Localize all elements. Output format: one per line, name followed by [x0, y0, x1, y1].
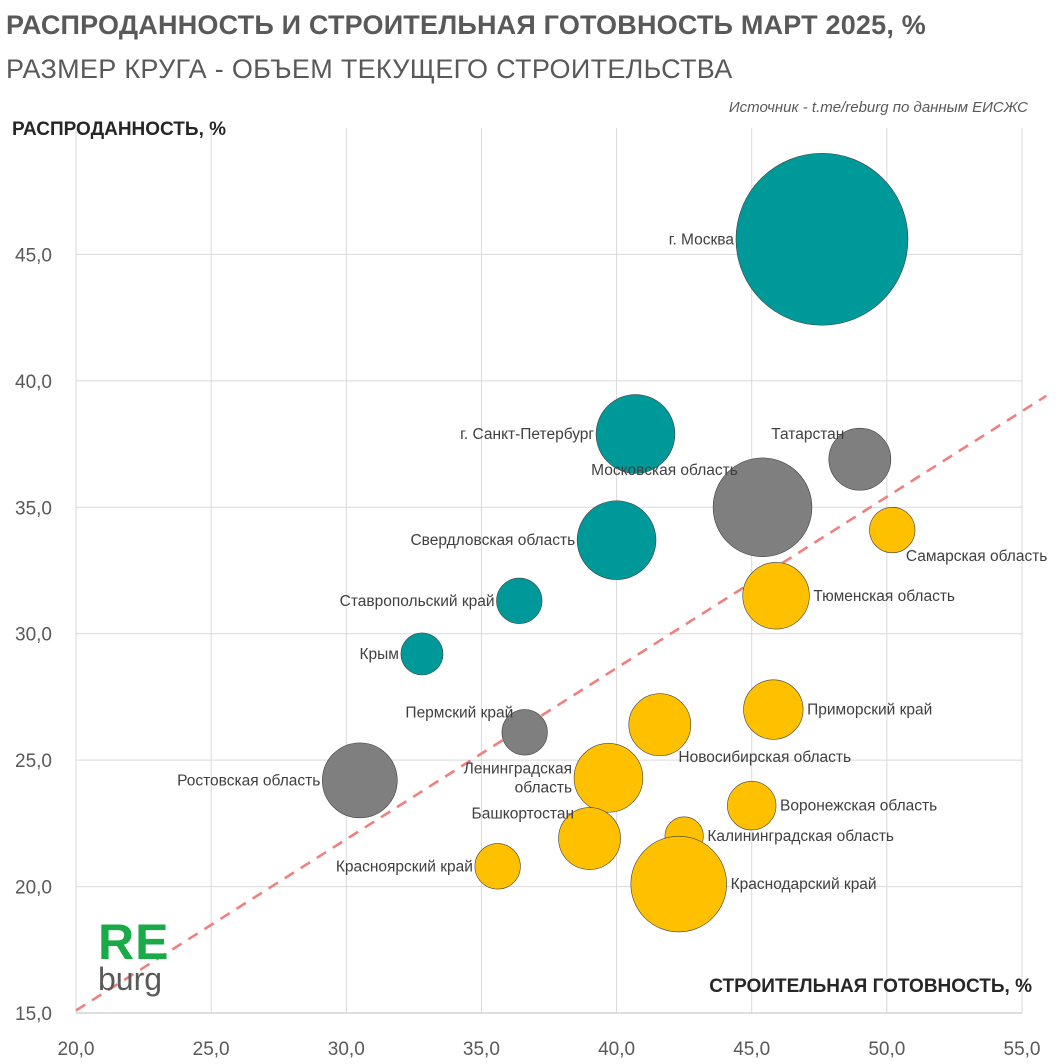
- bubble-label: Краснодарский край: [731, 876, 877, 893]
- bubble-label: Крым: [359, 646, 398, 663]
- bubble: [742, 562, 810, 630]
- x-tick-label: 35,0: [463, 1039, 500, 1060]
- logo-burg-text: burg: [98, 961, 163, 997]
- y-axis-label: РАСПРОДАННОСТЬ, %: [12, 119, 227, 140]
- bubble-label: Ленинградская: [464, 760, 572, 777]
- bubble-label: Ростовская область: [177, 772, 320, 789]
- bubble: [727, 781, 777, 831]
- y-tick-label: 45,0: [15, 245, 52, 266]
- bubble-label: г. Москва: [669, 231, 735, 248]
- bubble: [558, 807, 621, 870]
- axis-ticks: 20,0 25,0 30,0 35,0 40,0 45,0 50,0 55,0 15,0 20,0…: [15, 245, 1040, 1060]
- bubble: [828, 427, 892, 491]
- bubble-label: область: [515, 779, 572, 796]
- bubble-labels-group: г. Москва г. Санкт-Петербург Татарстан Моск…: [177, 231, 1047, 893]
- x-tick-label: 30,0: [328, 1039, 365, 1060]
- trendline: [75, 394, 1048, 1012]
- y-tick-label: 35,0: [15, 498, 52, 519]
- bubble: [474, 843, 521, 890]
- bubble-label: Ставропольский край: [340, 593, 495, 610]
- bubble: [501, 709, 548, 756]
- x-tick-label: 40,0: [598, 1039, 635, 1060]
- bubble: [628, 693, 692, 757]
- bubble: [735, 152, 909, 326]
- bubble: [869, 506, 916, 554]
- bubble-label: Башкортостан: [472, 805, 574, 822]
- bubble-label: Воронежская область: [780, 798, 937, 815]
- x-tick-label: 20,0: [58, 1039, 95, 1060]
- bubble-label: Приморский край: [807, 702, 932, 719]
- bubble-label: Татарстан: [771, 426, 844, 443]
- bubble: [630, 835, 727, 933]
- bubble: [573, 743, 644, 813]
- bubble: [496, 577, 543, 624]
- source-note: Источник - t.me/reburg по данным ЕИСЖС: [728, 99, 1028, 116]
- bubble-label: Свердловская область: [410, 532, 575, 549]
- chart-subtitle: РАЗМЕР КРУГА - ОБЪЕМ ТЕКУЩЕГО СТРОИТЕЛЬС…: [6, 54, 733, 84]
- bubble-label: Самарская область: [906, 548, 1047, 565]
- bubble-label: Красноярский край: [336, 858, 473, 875]
- x-axis-label: СТРОИТЕЛЬНАЯ ГОТОВНОСТЬ, %: [709, 976, 1032, 997]
- y-tick-label: 40,0: [15, 372, 52, 393]
- bubble: [712, 457, 813, 557]
- bubble-label: г. Санкт-Петербург: [460, 426, 594, 443]
- y-tick-label: 30,0: [15, 625, 52, 646]
- bubble: [595, 394, 676, 474]
- logo-re-text: RE: [98, 914, 170, 970]
- x-tick-label: 55,0: [1004, 1039, 1041, 1060]
- y-tick-label: 25,0: [15, 751, 52, 772]
- y-tick-label: 15,0: [15, 1004, 52, 1025]
- bubble: [576, 500, 657, 580]
- bubble: [322, 742, 398, 819]
- x-tick-label: 25,0: [193, 1039, 230, 1060]
- bubble-label: Московская область: [591, 462, 738, 479]
- bubble-label: Новосибирская область: [678, 749, 851, 766]
- bubbles-group: [322, 152, 916, 933]
- bubble: [743, 679, 804, 740]
- bubble-label: Тюменская область: [813, 588, 955, 605]
- bubble-label: Калининградская область: [707, 828, 894, 845]
- x-tick-label: 45,0: [733, 1039, 770, 1060]
- bubble: [400, 632, 444, 676]
- trendline-group: [75, 394, 1048, 1012]
- x-tick-label: 50,0: [868, 1039, 905, 1060]
- y-tick-label: 20,0: [15, 878, 52, 899]
- bubble-label: Пермский край: [405, 705, 513, 722]
- chart-title: РАСПРОДАННОСТЬ И СТРОИТЕЛЬНАЯ ГОТОВНОСТЬ…: [6, 10, 926, 40]
- reburg-logo: RE burg: [98, 914, 170, 997]
